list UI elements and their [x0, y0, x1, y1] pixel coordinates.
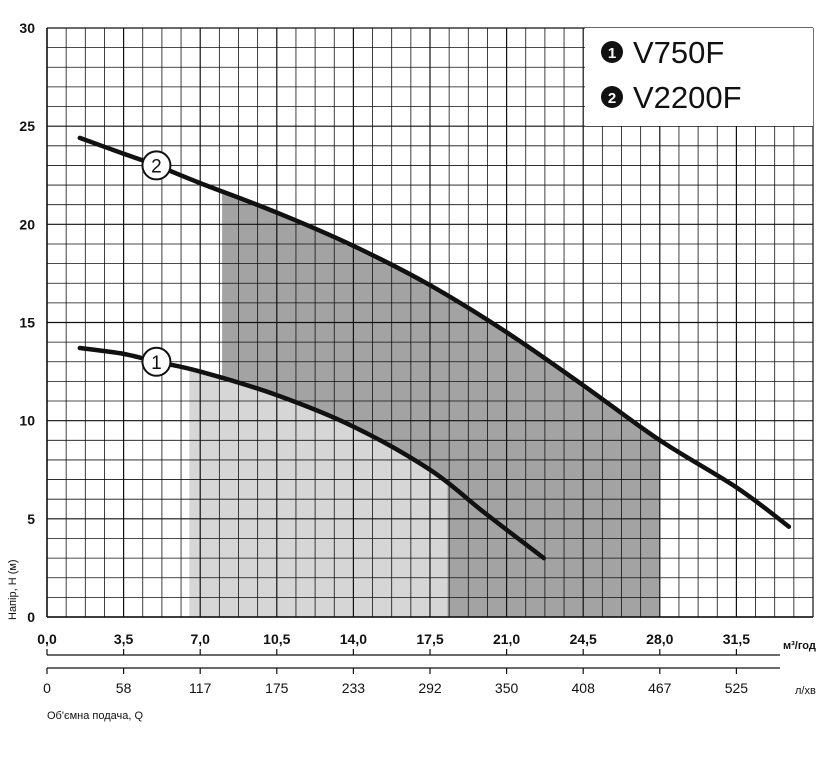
curve-v750f	[77, 345, 547, 561]
curve-marker-2	[141, 150, 172, 181]
x-secondary-tick-label: 117	[189, 680, 212, 696]
y-tick-label: 5	[27, 511, 35, 527]
y-tick-label: 15	[19, 315, 35, 331]
x-primary-tick-label: 3,5	[114, 631, 134, 647]
curve-marker-1	[141, 346, 172, 377]
y-tick-label: 30	[19, 20, 35, 36]
x-primary-tick-label: 7,0	[190, 631, 210, 647]
legend-label-v2200f: V2200F	[633, 80, 742, 115]
x-primary-tick-label: 17,5	[416, 631, 443, 647]
legend-marker-1	[601, 41, 623, 63]
legend-label-v750f: V750F	[633, 35, 724, 70]
x-primary-tick-label: 31,5	[723, 631, 750, 647]
x-unit-primary: м³/год	[783, 640, 816, 652]
operating-regions	[189, 191, 660, 617]
x-primary-tick-label: 0,0	[37, 631, 57, 647]
y-tick-label: 10	[19, 413, 35, 429]
x-secondary-tick-label: 233	[342, 680, 366, 696]
region-v750f	[189, 369, 448, 617]
curve-marker-1-label: 1	[151, 353, 162, 374]
legend: 1 V750F 2 V2200F	[585, 28, 813, 126]
x-secondary-tick-label: 350	[495, 680, 519, 696]
x-primary-tick-label: 28,0	[646, 631, 673, 647]
y-tick-label: 25	[19, 118, 35, 134]
x-unit-secondary: л/хв	[795, 685, 816, 697]
curve-marker-2-label: 2	[151, 156, 162, 177]
x-axis-title: Об'ємна подача, Q	[47, 710, 143, 722]
legend-marker-2	[601, 86, 623, 108]
pump-curves: 12	[77, 135, 792, 561]
x-secondary-tick-label: 0	[43, 680, 51, 696]
x-primary-tick-label: 24,5	[570, 631, 597, 647]
y-axis-title: Напір, Н (м)	[7, 559, 19, 620]
legend-marker-1-text: 1	[608, 45, 616, 62]
legend-marker-2-text: 2	[608, 90, 616, 107]
x-secondary-tick-label: 175	[265, 680, 289, 696]
x-secondary-tick-label: 408	[572, 680, 596, 696]
x-primary-tick-label: 14,0	[340, 631, 367, 647]
legend-box	[585, 28, 813, 126]
x-primary-tick-label: 21,0	[493, 631, 520, 647]
x-primary-tick-label: 10,5	[263, 631, 290, 647]
x-secondary-tick-label: 58	[116, 680, 132, 696]
x-secondary-tick-label: 292	[418, 680, 442, 696]
x-secondary-tick-label: 525	[725, 680, 749, 696]
y-tick-label: 0	[27, 609, 35, 625]
x-secondary-tick-label: 467	[648, 680, 672, 696]
y-tick-label: 20	[19, 216, 35, 232]
